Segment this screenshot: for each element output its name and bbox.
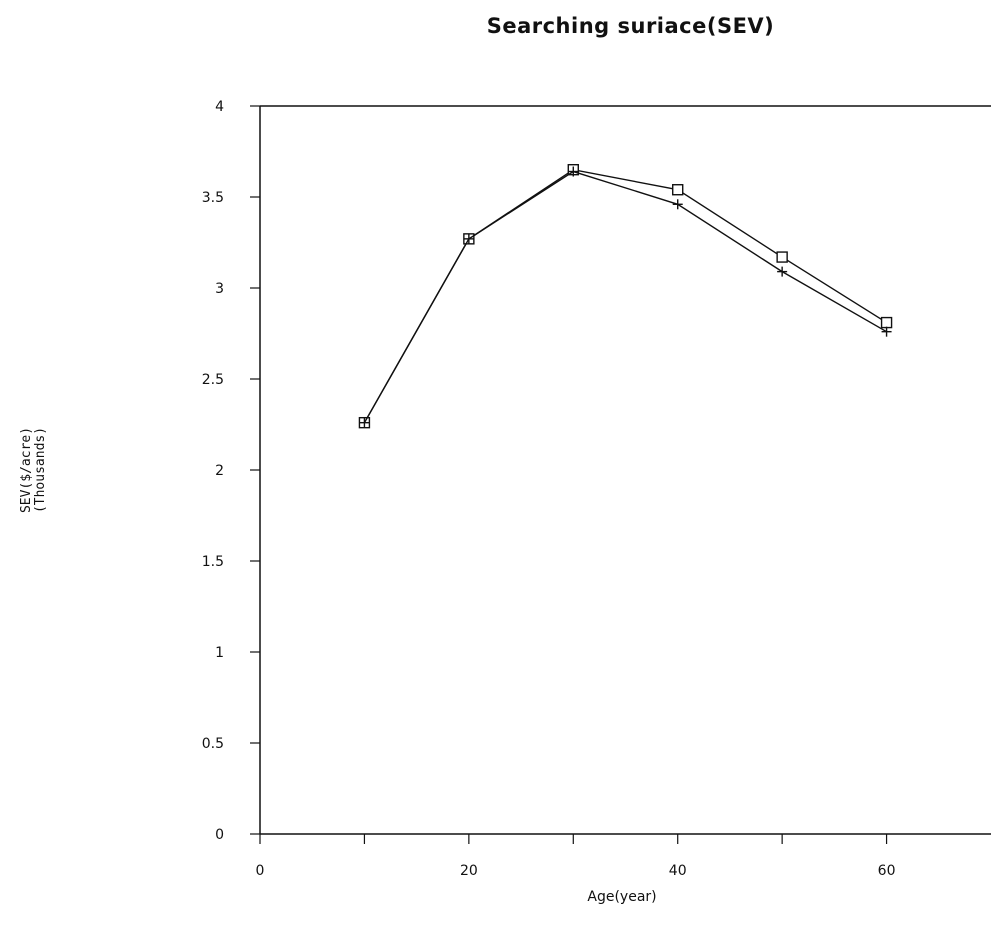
series-2-point xyxy=(672,199,683,210)
series-2-line xyxy=(363,170,887,424)
chart-title: Searching suriace(SEV) xyxy=(486,14,775,38)
series-layer xyxy=(358,163,893,429)
tick-marks: 00.511.522.533.540 20 40 60 xyxy=(202,99,896,879)
y-tick-label: 1 xyxy=(215,645,224,661)
y-tick-label: 1.5 xyxy=(202,554,224,570)
y-tick-label: 3.5 xyxy=(202,190,224,206)
series-2-point xyxy=(359,417,370,428)
series-2-point xyxy=(881,326,892,337)
x-tick-label: 40 xyxy=(669,863,687,879)
series-1-point xyxy=(776,251,788,263)
y-tick-label: 2.5 xyxy=(202,372,224,388)
y-tick-label: 0 xyxy=(215,827,224,843)
y-tick-label: 0.5 xyxy=(202,736,224,752)
x-tick-label: 0 xyxy=(256,863,265,879)
series-2-point xyxy=(777,266,788,277)
y-tick-label: 3 xyxy=(215,281,224,297)
series-2-point xyxy=(463,233,474,244)
series-1-line xyxy=(363,168,887,424)
x-tick-label: 20 xyxy=(460,863,478,879)
series-1-point xyxy=(880,316,893,329)
x-tick-label: 60 xyxy=(878,863,896,879)
axes xyxy=(259,105,991,835)
series-1-point xyxy=(672,184,684,196)
y-tick-label: 2 xyxy=(215,463,224,479)
series-2-point xyxy=(568,166,579,177)
y-tick-label: 4 xyxy=(215,99,224,115)
x-axis-label: Age(year) xyxy=(587,889,657,905)
